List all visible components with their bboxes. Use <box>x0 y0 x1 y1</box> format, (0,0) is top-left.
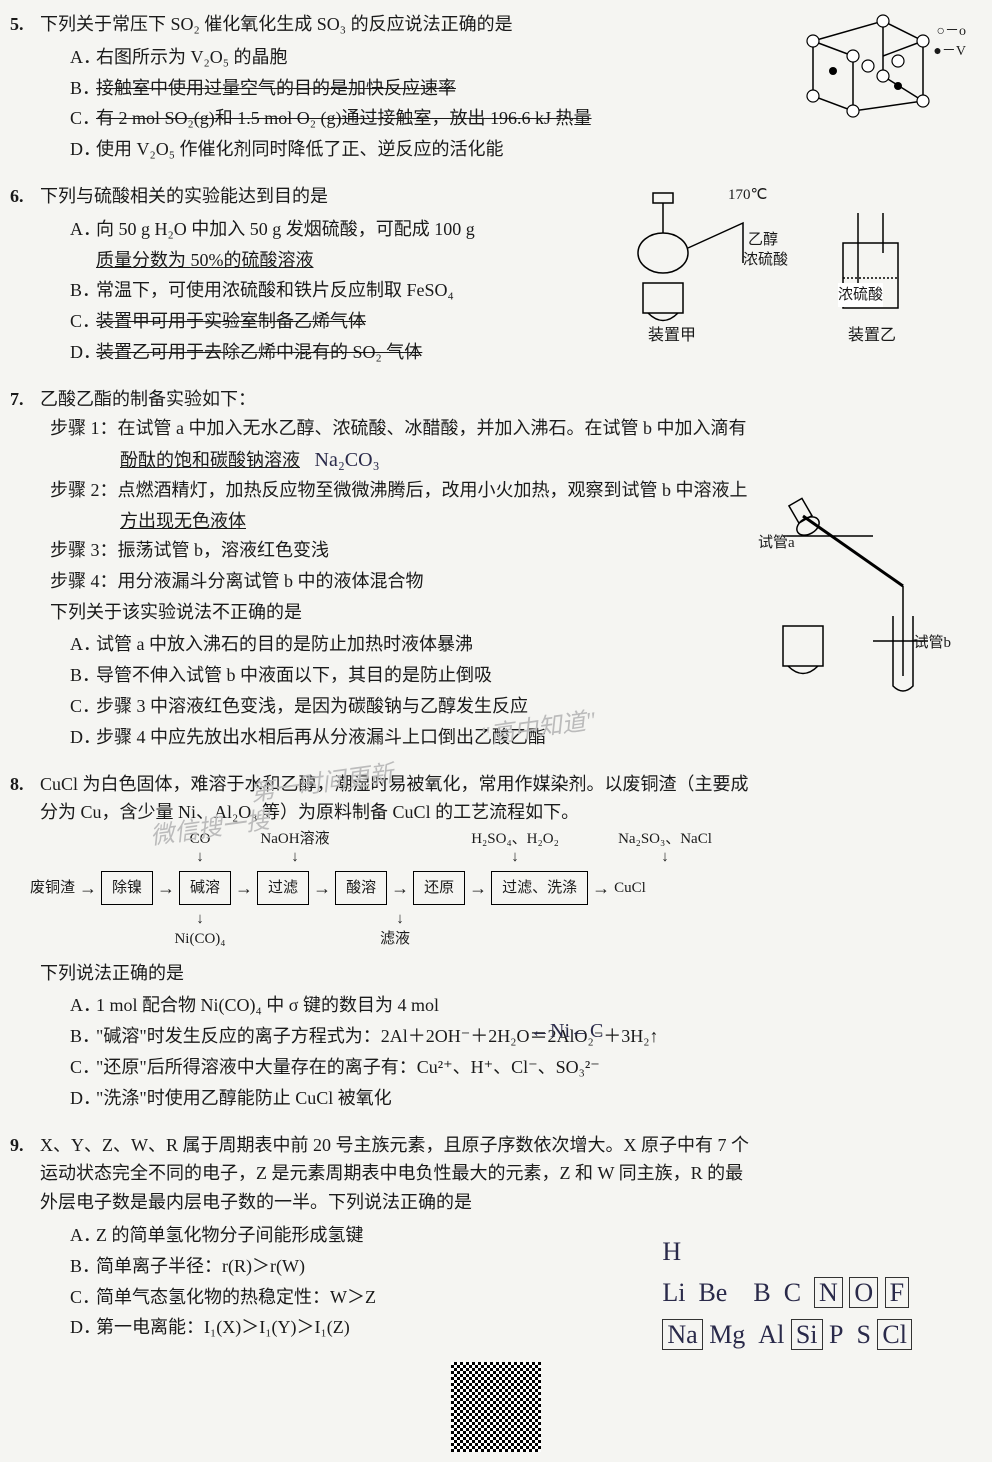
flow-outputs: Ni(CO)₄ 滤液 <box>155 927 962 951</box>
q7-stem: 乙酸乙酯的制备实验如下： <box>40 385 962 414</box>
arrow-icon: → <box>157 874 175 903</box>
handwrite-naco3: Na₂CO₃ <box>315 449 380 471</box>
label-acid2: 浓硫酸 <box>838 283 883 307</box>
q7-choice-d: D．步骤 4 中应先放出水相后再从分液漏斗上口倒出乙酸乙酯 <box>70 723 962 752</box>
flow-box-4: 酸溶 <box>335 871 387 905</box>
q8-number: 8. <box>10 770 24 799</box>
arrow-icon: → <box>592 874 610 903</box>
arrow-icon: → <box>79 874 97 903</box>
q9-stem3: 外层电子数是最内层电子数的一半。下列说法正确的是 <box>40 1188 962 1217</box>
flow-output: CuCl <box>614 876 646 900</box>
label-jia: 装置甲 <box>648 323 696 349</box>
q8-stem: CuCl 为白色固体，难溶于水和乙醇，潮湿时易被氧化，常用作媒染剂。以废铜渣（主… <box>40 770 962 799</box>
flow-box-1: 除镍 <box>101 871 153 905</box>
flow-box-6: 过滤、洗涤 <box>491 871 588 905</box>
q9-stem2: 运动状态完全不同的电子，Z 是元素周期表中电负性最大的元素，Z 和 W 同主族，… <box>40 1159 962 1188</box>
q8-choices: A．1 mol 配合物 Ni(CO)₄ 中 σ 键的数目为 4 mol B．"碱… <box>70 991 962 1112</box>
flow-arrows-down: ↓ ↓ ↓ ↓ <box>165 851 962 863</box>
arrow-icon: → <box>313 874 331 903</box>
legend-v: ●－V <box>933 41 966 63</box>
q7-step1: 步骤 1：在试管 a 中加入无水乙醇、浓硫酸、冰醋酸，并加入沸石。在试管 b 中… <box>50 414 962 443</box>
q7-step1b: 酚酞的饱和碳酸钠溶液 Na₂CO₃ <box>120 444 962 476</box>
flow-input: 废铜渣 <box>30 876 75 900</box>
q8-choice-c: C．"还原"后所得溶液中大量存在的离子有：Cu²⁺、H⁺、Cl⁻、SO₃²⁻ <box>70 1053 962 1082</box>
flow-reagents: CO NaOH溶液 H₂SO₄、H₂O₂ Na₂SO₃、NaCl <box>165 827 962 851</box>
q8-choice-d: D．"洗涤"时使用乙醇能防止 CuCl 被氧化 <box>70 1084 962 1113</box>
label-acid: 浓硫酸 <box>743 248 788 272</box>
q8-choice-a: A．1 mol 配合物 Ni(CO)₄ 中 σ 键的数目为 4 mol <box>70 991 962 1020</box>
q8-prompt: 下列说法正确的是 <box>40 959 962 988</box>
label-temp: 170℃ <box>728 183 767 207</box>
question-5: 5. 下列关于常压下 SO₂ 催化氧化生成 SO₃ 的反应说法正确的是 A．右图… <box>30 10 962 164</box>
flow-outputs-down: ↓ ↓ <box>165 913 962 927</box>
flowchart: 废铜渣 → 除镍 → 碱溶 → 过滤 → 酸溶 → 还原 → 过滤、洗涤 → C… <box>30 871 962 905</box>
flow-box-2: 碱溶 <box>179 871 231 905</box>
setup7-diagram: 试管a 试管b <box>752 485 952 705</box>
q7-number: 7. <box>10 385 24 414</box>
question-8: 8. CuCl 为白色固体，难溶于水和乙醇，潮湿时易被氧化，常用作媒染剂。以废铜… <box>30 770 962 1113</box>
question-7: 7. 乙酸乙酯的制备实验如下： 步骤 1：在试管 a 中加入无水乙醇、浓硫酸、冰… <box>30 385 962 752</box>
flow-box-3: 过滤 <box>257 871 309 905</box>
arrow-icon: → <box>469 874 487 903</box>
qr-code <box>451 1362 541 1452</box>
q8-stem2: 分为 Cu，含少量 Ni、Al₂O₃ 等）为原料制备 CuCl 的工艺流程如下。 <box>40 798 962 827</box>
handwrite-nic: ←Ni←C <box>530 1015 603 1047</box>
q9-number: 9. <box>10 1131 24 1160</box>
arrow-icon: → <box>235 874 253 903</box>
tube-a-label: 试管a <box>758 531 795 555</box>
arrow-icon: → <box>391 874 409 903</box>
q8-choice-b: B．"碱溶"时发生反应的离子方程式为：2Al＋2OH⁻＋2H₂O＝2AlO₂⁻＋… <box>70 1022 962 1051</box>
apparatus-diagram: 170℃ 乙醇 浓硫酸 浓硫酸 装置甲 装置乙 <box>592 182 932 362</box>
handwrite-periodic: H Li Be B C N O F Na Mg Al Si P S Cl <box>662 1231 912 1356</box>
q5-choice-d: D．使用 V₂O₅ 作催化剂同时降低了正、逆反应的活化能 <box>70 135 962 164</box>
tube-b-label: 试管b <box>913 631 951 655</box>
question-9: 9. X、Y、Z、W、R 属于周期表中前 20 号主族元素，且原子序数依次增大。… <box>30 1131 962 1343</box>
q5-number: 5. <box>10 10 24 39</box>
flow-box-5: 还原 <box>413 871 465 905</box>
label-yi: 装置乙 <box>848 323 896 349</box>
q6-number: 6. <box>10 182 24 211</box>
q9-stem: X、Y、Z、W、R 属于周期表中前 20 号主族元素，且原子序数依次增大。X 原… <box>40 1131 962 1160</box>
question-6: 6. 下列与硫酸相关的实验能达到目的是 A．向 50 g H₂O 中加入 50 … <box>30 182 962 367</box>
crystal-diagram: ○－o ●－V <box>802 10 962 120</box>
